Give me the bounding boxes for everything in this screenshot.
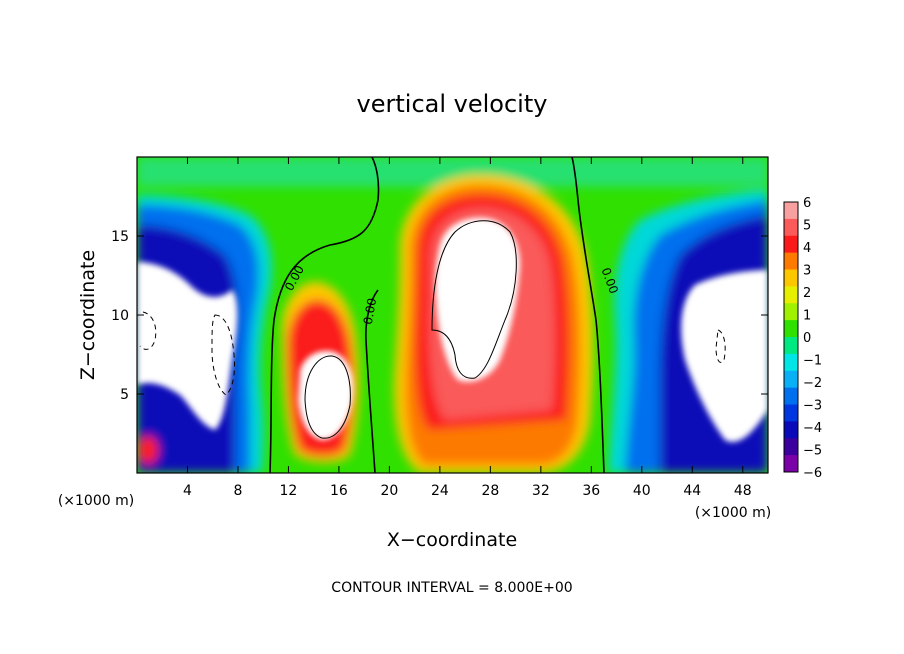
x-tick-label: 20: [380, 483, 398, 499]
colorbar-label: 6: [803, 196, 811, 211]
colorbar-frame: [783, 201, 799, 473]
colorbar-swatch: [784, 303, 798, 321]
colorbar-label: 1: [803, 309, 811, 324]
x-tick-label: 16: [330, 483, 348, 499]
y-tick-label: 15: [111, 229, 129, 245]
colorbar: 6 5 4 3 2 1 0 −1 −2 −3 −4 −5 −6: [783, 196, 822, 481]
colorbar-label: −6: [803, 466, 822, 481]
colorbar-swatch: [784, 269, 798, 287]
colorbar-swatch: [784, 218, 798, 237]
x-axis-label: X−coordinate: [387, 529, 517, 551]
colorbar-swatch: [784, 353, 798, 372]
x-tick-label: 8: [233, 483, 242, 499]
plot-area: 0.00 0.00 0.00: [137, 157, 768, 473]
colorbar-swatch: [784, 337, 798, 355]
colorbar-swatch: [784, 320, 798, 338]
x-tick-label: 24: [431, 483, 449, 499]
y-tick-label: 10: [111, 308, 129, 324]
colorbar-label: −5: [803, 444, 822, 459]
colorbar-swatch: [784, 438, 798, 456]
colorbar-swatch: [784, 387, 798, 405]
colorbar-swatch: [784, 235, 798, 254]
x-unit-label-left: (×1000 m): [58, 493, 134, 509]
x-tick-label: 12: [280, 483, 298, 499]
colorbar-swatch: [784, 252, 798, 270]
x-axis: 4 8 12 16 20 24 28 32 36 40 44 48: [183, 157, 752, 499]
colorbar-label: −2: [803, 376, 822, 391]
colorbar-label: 3: [803, 264, 811, 279]
contour-label: 0.00: [361, 297, 379, 326]
colorbar-swatch: [784, 202, 798, 220]
colorbar-swatch: [784, 455, 798, 473]
colorbar-label: −1: [803, 354, 822, 369]
x-tick-label: 32: [532, 483, 550, 499]
x-tick-label: 36: [582, 483, 600, 499]
colorbar-label: 0: [803, 331, 811, 346]
colorbar-swatch: [784, 286, 798, 304]
colorbar-label: −3: [803, 399, 822, 414]
y-tick-label: 5: [120, 387, 129, 403]
x-unit-label-right: (×1000 m): [695, 505, 771, 521]
y-axis-label: Z−coordinate: [77, 250, 99, 380]
contour-interval-note: CONTOUR INTERVAL = 8.000E+00: [331, 580, 572, 596]
x-tick-label: 48: [734, 483, 752, 499]
colorbar-label: 4: [803, 241, 811, 256]
colorbar-label: −4: [803, 421, 822, 436]
colorbar-swatch: [784, 370, 798, 389]
colorbar-label: 5: [803, 219, 811, 234]
x-tick-label: 28: [481, 483, 499, 499]
x-tick-label: 40: [633, 483, 651, 499]
chart-title: vertical velocity: [357, 90, 548, 118]
x-tick-label: 44: [683, 483, 701, 499]
x-tick-label: 4: [183, 483, 192, 499]
colorbar-swatch: [784, 404, 798, 422]
colorbar-label: 2: [803, 286, 811, 301]
colorbar-swatch: [784, 421, 798, 439]
y-axis: 5 10 15: [111, 229, 768, 403]
